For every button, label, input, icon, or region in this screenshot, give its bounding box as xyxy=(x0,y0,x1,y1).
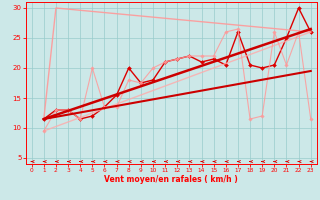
X-axis label: Vent moyen/en rafales ( km/h ): Vent moyen/en rafales ( km/h ) xyxy=(104,175,238,184)
